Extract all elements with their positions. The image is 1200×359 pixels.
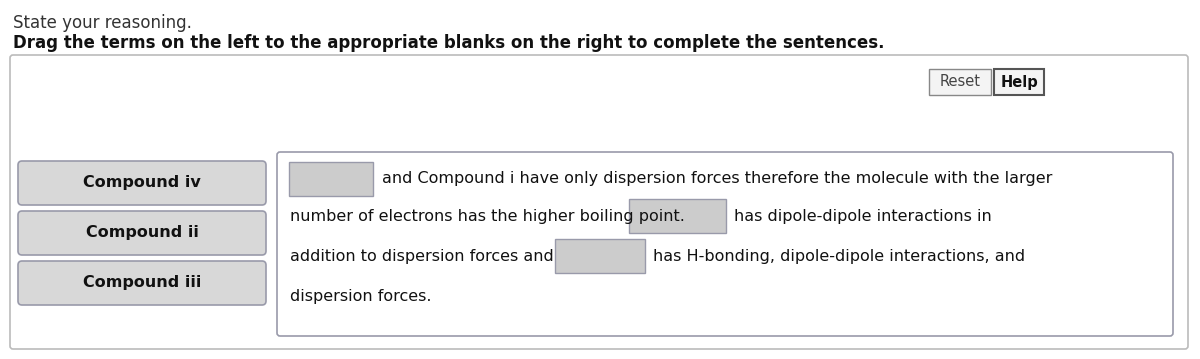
Text: Compound ii: Compound ii — [85, 225, 198, 241]
FancyBboxPatch shape — [18, 261, 266, 305]
Text: has H-bonding, dipole-dipole interactions, and: has H-bonding, dipole-dipole interaction… — [653, 250, 1025, 265]
FancyBboxPatch shape — [629, 199, 726, 233]
FancyBboxPatch shape — [289, 162, 373, 196]
Text: Reset: Reset — [940, 75, 980, 89]
Text: Help: Help — [1000, 75, 1038, 89]
Text: Compound iii: Compound iii — [83, 275, 202, 290]
FancyBboxPatch shape — [10, 55, 1188, 349]
FancyBboxPatch shape — [994, 69, 1044, 95]
FancyBboxPatch shape — [18, 211, 266, 255]
Text: dispersion forces.: dispersion forces. — [290, 289, 432, 304]
Text: and Compound i have only dispersion forces therefore the molecule with the large: and Compound i have only dispersion forc… — [382, 172, 1052, 186]
FancyBboxPatch shape — [929, 69, 991, 95]
Text: Drag the terms on the left to the appropriate blanks on the right to complete th: Drag the terms on the left to the approp… — [13, 34, 884, 52]
Text: Compound iv: Compound iv — [83, 176, 200, 191]
Text: number of electrons has the higher boiling point.: number of electrons has the higher boili… — [290, 210, 685, 224]
Text: addition to dispersion forces and: addition to dispersion forces and — [290, 250, 553, 265]
FancyBboxPatch shape — [18, 161, 266, 205]
FancyBboxPatch shape — [554, 239, 646, 273]
FancyBboxPatch shape — [277, 152, 1174, 336]
Text: State your reasoning.: State your reasoning. — [13, 14, 192, 32]
Text: has dipole-dipole interactions in: has dipole-dipole interactions in — [734, 210, 991, 224]
